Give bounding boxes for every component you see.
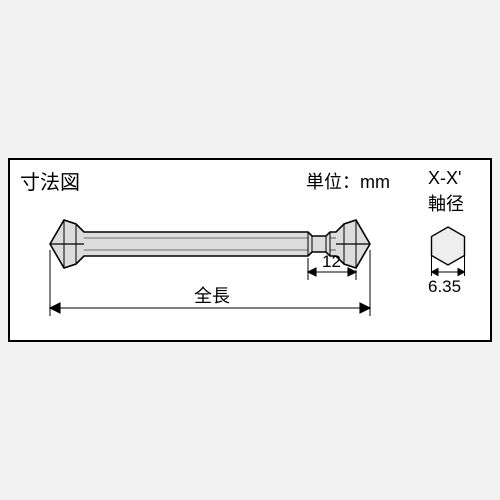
diagram-frame: 寸法図 単位：mm X-X' 軸径 <box>8 158 492 342</box>
dim-12-value: 12 <box>322 252 341 271</box>
title-label: 寸法図 <box>20 166 80 195</box>
dim-total-label: 全長 <box>194 286 230 306</box>
canvas: 寸法図 単位：mm X-X' 軸径 <box>0 0 500 500</box>
unit-label: 単位：mm <box>306 168 390 194</box>
dim-hex-value: 6.35 <box>428 277 461 296</box>
cross-section-label: X-X' <box>428 168 461 189</box>
diagram-svg: 12 全長 <box>10 160 490 340</box>
hex-section <box>432 227 465 265</box>
shaft-dia-label: 軸径 <box>428 190 464 216</box>
